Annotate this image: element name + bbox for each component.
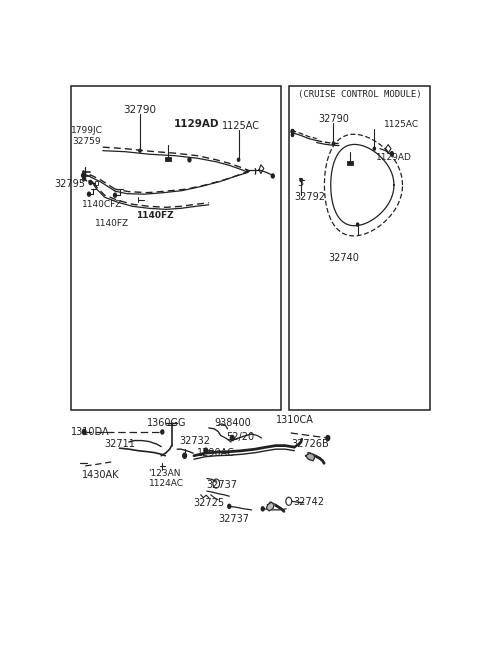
Circle shape (300, 179, 302, 181)
Bar (71, 87, 281, 410)
Circle shape (228, 505, 231, 509)
Circle shape (357, 223, 359, 226)
Bar (289, 87, 430, 410)
Circle shape (83, 430, 86, 434)
Text: 1310DA: 1310DA (71, 427, 110, 437)
Text: 32740: 32740 (328, 254, 359, 263)
Circle shape (183, 453, 186, 459)
Circle shape (89, 181, 92, 185)
Text: 3: 3 (297, 177, 303, 187)
Circle shape (261, 507, 264, 511)
Circle shape (204, 448, 208, 453)
Text: 32737: 32737 (218, 514, 250, 524)
Circle shape (373, 147, 375, 150)
Text: 32795: 32795 (54, 179, 85, 189)
Text: 32711: 32711 (104, 439, 135, 449)
Circle shape (213, 479, 219, 488)
Circle shape (286, 497, 292, 505)
Bar (165, 157, 171, 162)
Circle shape (291, 133, 294, 137)
Text: 32790: 32790 (318, 114, 349, 124)
Text: 1290AC: 1290AC (197, 448, 235, 458)
Bar (95, 181, 98, 185)
Circle shape (291, 129, 294, 133)
Circle shape (390, 152, 393, 156)
Circle shape (271, 174, 274, 178)
Text: 1799JC
32759: 1799JC 32759 (71, 126, 103, 146)
Text: '123AN
1124AC: '123AN 1124AC (148, 469, 183, 488)
Circle shape (139, 149, 141, 152)
Circle shape (230, 436, 234, 441)
Text: 938400: 938400 (214, 418, 251, 428)
Text: 1125AC: 1125AC (222, 122, 260, 131)
Text: 32742: 32742 (294, 497, 324, 507)
Text: 1140CFZ: 1140CFZ (82, 200, 122, 209)
Bar (347, 161, 353, 165)
Text: 32737: 32737 (206, 480, 237, 489)
Circle shape (82, 173, 84, 177)
Text: 1140FZ: 1140FZ (95, 219, 129, 227)
Text: 1310CA: 1310CA (276, 415, 313, 425)
Circle shape (332, 142, 335, 145)
Text: 1140FZ: 1140FZ (136, 211, 174, 220)
Circle shape (161, 430, 164, 434)
Text: 1129AD: 1129AD (173, 120, 219, 129)
Circle shape (188, 158, 191, 162)
Polygon shape (266, 502, 274, 511)
Polygon shape (305, 453, 315, 461)
Text: 1360GG: 1360GG (147, 418, 187, 428)
Circle shape (238, 158, 240, 162)
Text: 32726B: 32726B (291, 439, 329, 449)
Text: 1129AD: 1129AD (376, 153, 412, 162)
Text: 32790: 32790 (123, 105, 156, 115)
Text: 1430AK: 1430AK (83, 470, 120, 480)
Text: 1125AC: 1125AC (384, 120, 419, 129)
Text: 32732: 32732 (179, 436, 210, 445)
Circle shape (87, 192, 91, 196)
Text: 32792: 32792 (294, 193, 325, 202)
Text: 32725: 32725 (193, 498, 224, 508)
Circle shape (326, 436, 330, 441)
Circle shape (114, 193, 117, 197)
Text: 52/20: 52/20 (227, 432, 255, 442)
Text: (CRUISE CONTROL MODULE): (CRUISE CONTROL MODULE) (298, 90, 421, 99)
